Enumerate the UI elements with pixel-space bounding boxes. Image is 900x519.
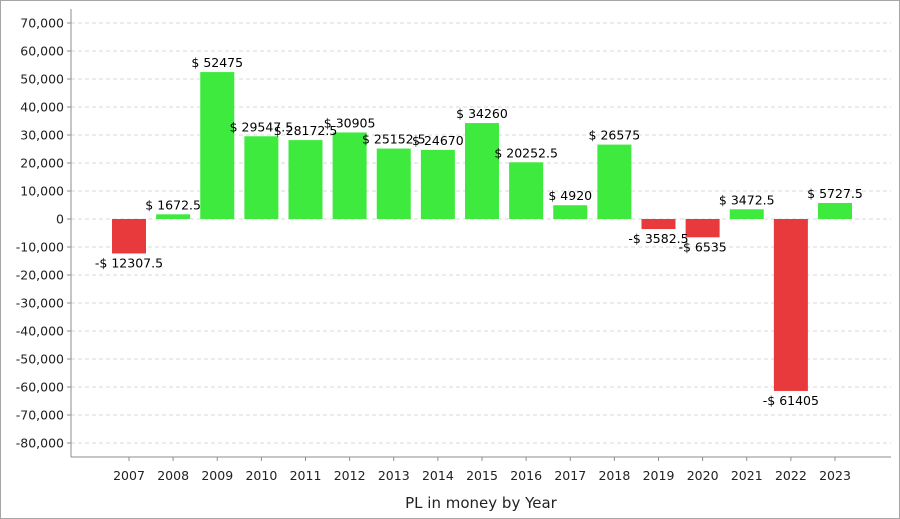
- data-label-2012: $ 30905: [324, 115, 376, 130]
- bar-2017: [553, 205, 588, 219]
- y-tick-label: -30,000: [16, 296, 64, 311]
- x-tick-label-2021: 2021: [731, 468, 763, 483]
- bar-2016: [509, 162, 544, 219]
- bar-2020: [685, 219, 720, 238]
- data-label-2019: -$ 3582.5: [628, 231, 688, 246]
- bar-2022: [773, 219, 808, 391]
- x-tick-label-2010: 2010: [245, 468, 277, 483]
- x-tick-label-2020: 2020: [687, 468, 719, 483]
- y-tick-label: 10,000: [20, 184, 64, 199]
- axes: [70, 9, 891, 458]
- x-tick-label-2014: 2014: [422, 468, 454, 483]
- y-tick-label: -20,000: [16, 268, 64, 283]
- bar-2013: [376, 148, 411, 219]
- data-label-2009: $ 52475: [191, 55, 243, 70]
- bar-2009: [200, 72, 235, 219]
- bar-2018: [597, 144, 632, 219]
- y-tick-label: -40,000: [16, 324, 64, 339]
- x-axis-title: PL in money by Year: [405, 494, 558, 512]
- data-label-2014: $ 24670: [412, 133, 464, 148]
- x-tick-label-2013: 2013: [378, 468, 410, 483]
- data-label-2013: $ 25152.5: [362, 132, 426, 147]
- x-tick-label-2011: 2011: [290, 468, 322, 483]
- y-tick-label: -80,000: [16, 436, 64, 451]
- x-axis-ticks: 2007 2008 2009 2010 2011 2012 2013 2014 2015 2016…: [113, 457, 851, 483]
- y-tick-label: 0: [56, 212, 64, 227]
- data-label-2011: $ 28172.5: [274, 123, 338, 138]
- x-tick-label-2023: 2023: [819, 468, 851, 483]
- y-axis-ticks: 70,000 60,000 50,000 40,000 30,000 20,000 10,0…: [16, 16, 71, 451]
- x-tick-label-2017: 2017: [554, 468, 586, 483]
- data-label-2008: $ 1672.5: [145, 197, 201, 212]
- x-tick-label-2019: 2019: [643, 468, 675, 483]
- bar-2012: [332, 132, 367, 219]
- y-tick-label: -70,000: [16, 408, 64, 423]
- x-tick-label-2018: 2018: [598, 468, 630, 483]
- bar-2023: [818, 202, 852, 219]
- bar-2008: [156, 214, 191, 219]
- data-label-2022: -$ 61405: [763, 393, 819, 408]
- data-label-2023: $ 5727.5: [807, 186, 863, 201]
- data-label-2016: $ 20252.5: [494, 145, 558, 160]
- bar-2007: [112, 219, 146, 254]
- y-tick-label: -10,000: [16, 240, 64, 255]
- x-tick-label-2009: 2009: [201, 468, 233, 483]
- x-tick-label-2015: 2015: [466, 468, 498, 483]
- bar-2010: [244, 136, 279, 219]
- y-tick-label: -50,000: [16, 352, 64, 367]
- y-tick-label: 30,000: [20, 128, 64, 143]
- y-tick-label: 60,000: [20, 44, 64, 59]
- y-tick-label: 20,000: [20, 156, 64, 171]
- x-tick-label-2012: 2012: [334, 468, 366, 483]
- bar-2015: [465, 123, 499, 219]
- bar-2021: [729, 209, 764, 219]
- x-tick-label-2022: 2022: [775, 468, 807, 483]
- data-label-2020: -$ 6535: [679, 239, 727, 254]
- bars: [112, 72, 852, 391]
- x-tick-label-2007: 2007: [113, 468, 145, 483]
- y-tick-label: 70,000: [20, 16, 64, 31]
- bar-2014: [420, 149, 455, 219]
- data-labels: -$ 12307.5 $ 1672.5 $ 52475 $ 29547.5$ 2817…: [95, 55, 863, 408]
- x-tick-label-2008: 2008: [157, 468, 189, 483]
- y-tick-label: 40,000: [20, 100, 64, 115]
- bar-2011: [288, 140, 323, 219]
- y-tick-label: -60,000: [16, 380, 64, 395]
- data-label-2017: $ 4920: [548, 188, 592, 203]
- grid-lines: [71, 22, 891, 444]
- x-tick-label-2016: 2016: [510, 468, 542, 483]
- data-label-2018: $ 26575: [589, 128, 641, 143]
- data-label-2015: $ 34260: [456, 106, 508, 121]
- data-label-2021: $ 3472.5: [719, 192, 775, 207]
- data-label-2007: -$ 12307.5: [95, 255, 163, 270]
- data-label-2010: $ 29547.5: [230, 119, 294, 134]
- y-tick-label: 50,000: [20, 72, 64, 87]
- bar-2019: [641, 219, 676, 230]
